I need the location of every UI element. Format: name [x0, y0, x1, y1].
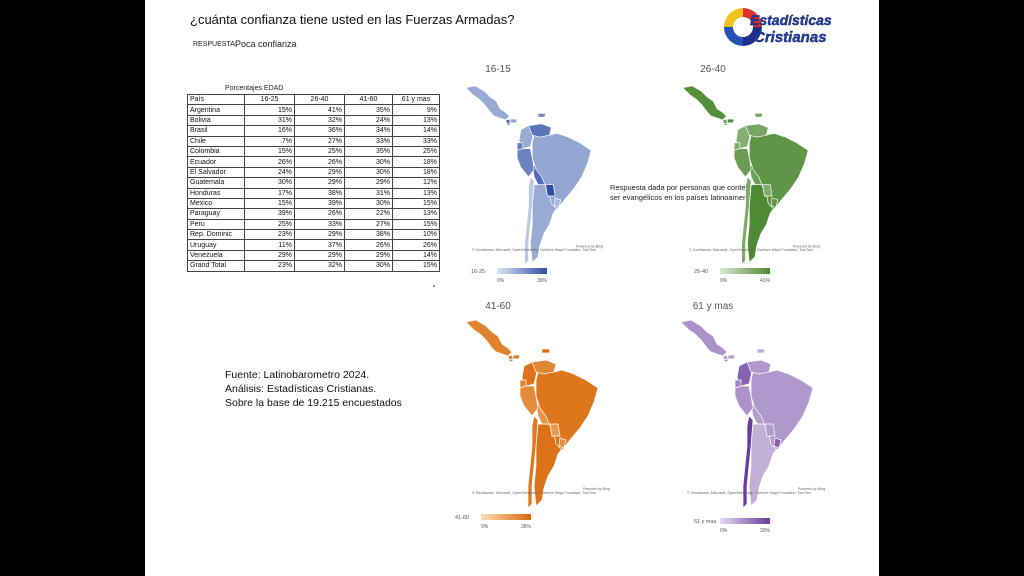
map-region: [531, 132, 592, 210]
map-region: [527, 415, 539, 509]
table-caption: Porcentajes EDAD: [225, 85, 284, 92]
map-region: [727, 354, 736, 360]
legend-min: 0%: [720, 278, 728, 284]
map-region: [748, 132, 809, 210]
map-region: [558, 437, 567, 449]
table-row: Mexico 15% 39% 30% 15%: [187, 197, 440, 210]
legend-min: 0%: [481, 524, 489, 530]
data-table: País 16-25 26-40 41-60 61 y mas Argentina 15%…: [187, 93, 440, 272]
legend-gradient: [481, 514, 531, 520]
map-region: [734, 385, 754, 417]
map-powered: Powered by Bing: [576, 244, 603, 248]
map-region: [510, 118, 518, 124]
map-region: [762, 184, 773, 197]
slide: ¿cuánta confianza tiene usted en las Fue…: [145, 0, 879, 576]
map-region: [553, 197, 562, 208]
source-block: Fuente: Latinobarometro 2024. Análisis: …: [225, 368, 402, 410]
map-region: [742, 415, 754, 509]
logo-line2: Cristianas: [754, 29, 827, 46]
map-note: Respuesta dada por personas que contesta…: [610, 183, 770, 202]
map-region: [535, 369, 599, 451]
map-region: [756, 348, 766, 354]
map-region: [754, 113, 764, 118]
map-region: [773, 437, 782, 449]
map-region: [516, 148, 535, 178]
map-region: [750, 369, 814, 451]
legend-label: 41-60: [455, 515, 469, 521]
map-region: [770, 197, 779, 208]
map-region: [507, 354, 514, 361]
source-line: Fuente: Latinobarometro 2024.: [225, 369, 370, 381]
legend-min: 0%: [720, 528, 728, 534]
map-region: [745, 123, 769, 138]
map-region: [528, 123, 552, 138]
base-line: Sobre la base de 19.215 encuestados: [225, 397, 402, 409]
map-region: [746, 359, 772, 375]
legend-label: 61 y mas: [694, 519, 717, 525]
map-credit: © GeoNames, Microsoft, OpenStreetMap, Ov…: [687, 491, 811, 495]
map-region: [722, 118, 728, 125]
map-region: [519, 385, 539, 417]
map-region: [531, 359, 557, 375]
map-region: [537, 113, 547, 118]
legend-label: 16-25: [471, 269, 485, 275]
map-region: [545, 184, 556, 197]
map-region: [549, 423, 561, 437]
table-row: Ecuador 26% 26% 30% 18%: [187, 156, 440, 168]
map-powered: Powered by Bing: [798, 487, 825, 491]
logo-ring: [724, 8, 762, 46]
map-region: [541, 348, 551, 354]
map-region: [727, 118, 735, 124]
value-cell: 15%: [392, 260, 440, 272]
map-region: [512, 354, 521, 360]
map-region: [680, 319, 728, 357]
map-title: 41-60: [485, 301, 511, 312]
legend-gradient: [720, 518, 770, 524]
map-title: 16-15: [485, 64, 511, 75]
map-credit: © GeoNames, Microsoft, OpenStreetMap, Ov…: [689, 248, 813, 252]
table-header-row: País 16-25 26-40 41-60 61 y mas: [187, 93, 440, 106]
table-row: Paraguay 39% 26% 22% 13%: [187, 208, 440, 220]
map-title: 61 y mas: [693, 301, 734, 312]
respuesta-label: RESPUESTA:: [193, 41, 237, 48]
legend-max: 33%: [760, 528, 771, 534]
map-region: [524, 176, 535, 266]
map-region: [465, 319, 513, 357]
table-row: Rep. Dominic 23% 29% 38% 10%: [187, 229, 440, 241]
map-4: [680, 319, 814, 509]
page-title: ¿cuánta confianza tiene usted en las Fue…: [190, 12, 515, 27]
map-credit: © GeoNames, Microsoft, OpenStreetMap, Ov…: [472, 491, 596, 495]
map-credit: © GeoNames, Microsoft, OpenStreetMap, Ov…: [472, 248, 596, 252]
logo-line1: Estadísticas: [750, 12, 832, 28]
table-body: Argentina 15% 41% 35% 9% Bolivia 31% 32% 24% 13% B…: [187, 104, 440, 272]
map-3: [465, 319, 599, 509]
logo: Estadísticas Cristianas: [724, 8, 832, 46]
legend-label: 26-40: [694, 269, 708, 275]
map-region: [764, 423, 776, 437]
map-2: [682, 85, 809, 266]
stray-dot: [433, 285, 435, 287]
map-title: 26-40: [700, 64, 726, 75]
respuesta-value: Poca confianza: [235, 39, 297, 49]
map-1: [465, 85, 592, 266]
analysis-line: Análisis: Estadísticas Cristianas.: [225, 383, 377, 395]
map-region: [733, 148, 752, 178]
choropleth-maps: 16-15 © GeoNames, Microsoft, OpenStreetMa…: [455, 64, 825, 534]
legend-max: 41%: [760, 278, 771, 284]
table-row: Brasil 16% 36% 34% 14%: [187, 125, 440, 137]
table-row: Bolivia 31% 32% 24% 13%: [187, 114, 440, 127]
map-region: [722, 354, 729, 361]
map-region: [505, 118, 511, 125]
map-powered: Powered by Bing: [793, 244, 820, 248]
legend-gradient: [720, 268, 770, 274]
legend-max: 38%: [521, 524, 532, 530]
map-region: [465, 85, 510, 121]
map-region: [741, 176, 752, 266]
table-row: Grand Total 23% 32% 30% 15%: [187, 260, 440, 272]
legend-gradient: [497, 268, 547, 274]
map-region: [682, 85, 727, 121]
legend-max: 39%: [537, 278, 548, 284]
legend-min: 0%: [497, 278, 505, 284]
map-powered: Powered by Bing: [583, 487, 610, 491]
